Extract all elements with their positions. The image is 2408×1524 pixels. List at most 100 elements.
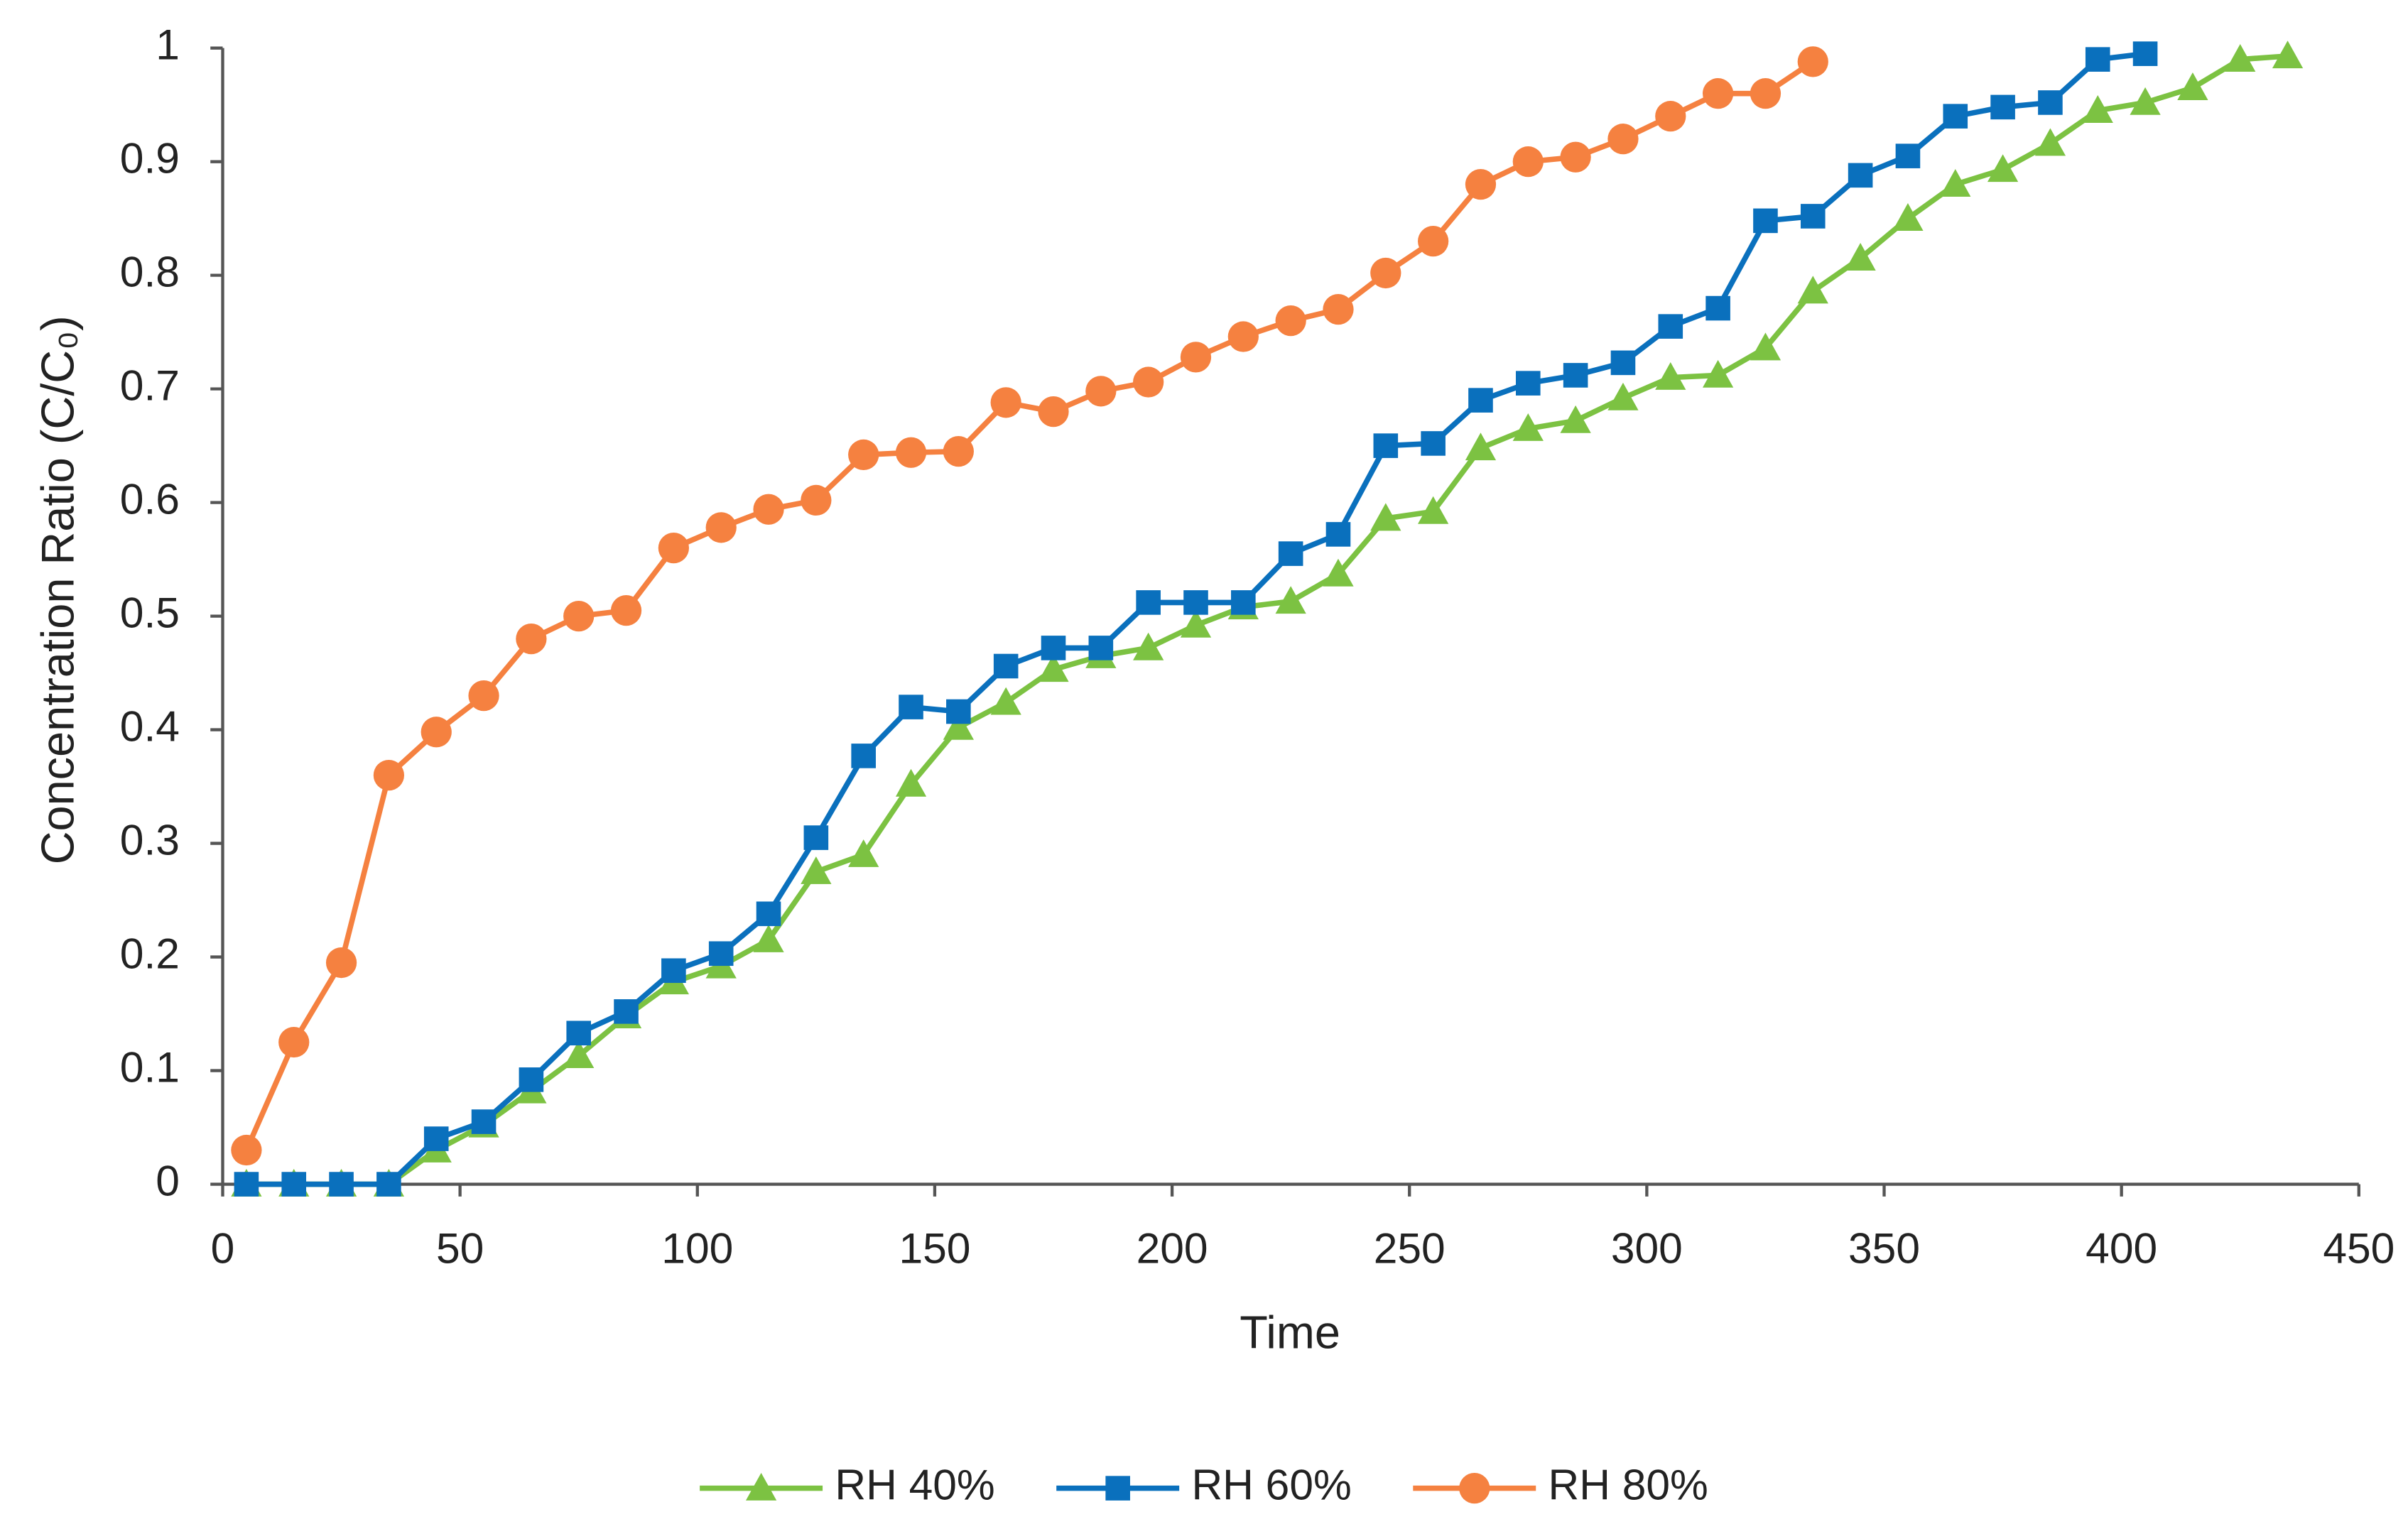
marker: [1085, 376, 1117, 407]
marker: [705, 512, 737, 543]
marker: [990, 687, 1021, 715]
marker: [2177, 72, 2208, 100]
marker: [1180, 609, 1212, 638]
y-tick-label: 0: [156, 1157, 180, 1205]
marker: [1943, 104, 1968, 129]
marker: [993, 653, 1019, 679]
marker: [1227, 321, 1259, 352]
marker: [1607, 124, 1639, 155]
marker: [1516, 371, 1541, 396]
marker: [1560, 141, 1591, 173]
marker: [1465, 432, 1497, 461]
marker: [1655, 362, 1686, 390]
y-tick-label: 0.6: [120, 475, 180, 523]
y-tick-label: 0.5: [120, 589, 180, 637]
marker: [1658, 314, 1683, 339]
marker: [943, 712, 974, 740]
y-tick-label: 0.3: [120, 816, 180, 864]
marker: [1797, 46, 1828, 77]
marker: [1990, 94, 2015, 120]
marker: [1275, 305, 1306, 337]
y-tick-label: 0.4: [120, 702, 180, 751]
series-line: [244, 59, 1815, 1152]
marker: [278, 1026, 310, 1058]
marker: [1370, 503, 1401, 531]
marker: [610, 594, 642, 626]
marker: [281, 1172, 307, 1197]
marker: [803, 825, 829, 850]
marker: [1133, 632, 1164, 660]
marker: [1418, 226, 1449, 257]
marker: [1750, 332, 1781, 361]
marker: [1848, 163, 1873, 188]
marker: [899, 695, 923, 719]
marker: [1323, 558, 1354, 587]
x-axis-title: Time: [1240, 1307, 1340, 1359]
marker: [895, 768, 927, 797]
marker: [2038, 90, 2063, 115]
x-tick-label: 100: [661, 1224, 733, 1273]
marker: [946, 699, 971, 724]
marker: [658, 532, 689, 564]
legend-marker: [1459, 1473, 1490, 1504]
marker: [2082, 95, 2113, 123]
marker: [708, 941, 734, 967]
marker: [1275, 586, 1306, 614]
marker: [801, 484, 832, 516]
marker: [753, 494, 784, 525]
marker: [1465, 169, 1497, 200]
marker: [468, 680, 499, 712]
marker: [1512, 413, 1544, 441]
legend-label: RH 40%: [835, 1461, 994, 1509]
marker: [848, 839, 879, 867]
marker: [943, 436, 974, 467]
marker: [563, 1040, 595, 1069]
marker: [848, 439, 879, 471]
x-tick-label: 200: [1137, 1224, 1208, 1273]
marker: [1563, 363, 1588, 388]
marker: [614, 999, 639, 1024]
marker: [325, 947, 357, 979]
marker: [423, 1126, 449, 1151]
marker: [1987, 154, 2019, 183]
marker: [329, 1172, 354, 1197]
y-tick-label: 0.7: [120, 361, 180, 410]
marker: [373, 759, 405, 791]
marker: [1892, 203, 1924, 231]
x-tick-label: 0: [211, 1224, 235, 1273]
marker: [753, 924, 784, 952]
marker: [1753, 208, 1778, 234]
marker: [421, 717, 452, 748]
marker: [1038, 396, 1069, 428]
y-tick-label: 0.8: [120, 248, 180, 296]
marker: [1800, 204, 1826, 229]
marker: [1323, 294, 1354, 325]
marker: [2225, 44, 2256, 72]
y-tick-label: 1: [156, 21, 180, 69]
marker: [2034, 128, 2066, 156]
x-tick-label: 50: [436, 1224, 484, 1273]
marker: [1512, 146, 1544, 178]
marker: [1133, 366, 1164, 398]
marker: [1845, 243, 1876, 271]
legend-label: RH 80%: [1549, 1461, 1708, 1509]
y-axis-title: Concentration Ratio (C/C₀): [32, 315, 84, 864]
marker: [1560, 405, 1591, 433]
marker: [2085, 47, 2110, 72]
marker: [1705, 295, 1730, 321]
marker: [1468, 388, 1493, 413]
marker: [1088, 636, 1114, 660]
legend-marker: [1105, 1476, 1130, 1501]
marker: [1702, 78, 1734, 109]
marker: [1231, 590, 1256, 615]
marker: [1278, 541, 1303, 566]
x-tick-label: 400: [2086, 1224, 2157, 1273]
series-line: [246, 53, 2288, 1187]
marker: [563, 600, 595, 632]
marker: [1041, 636, 1066, 660]
marker: [1373, 433, 1399, 458]
marker: [471, 1109, 497, 1134]
marker: [1750, 78, 1781, 109]
marker: [1940, 169, 1971, 197]
